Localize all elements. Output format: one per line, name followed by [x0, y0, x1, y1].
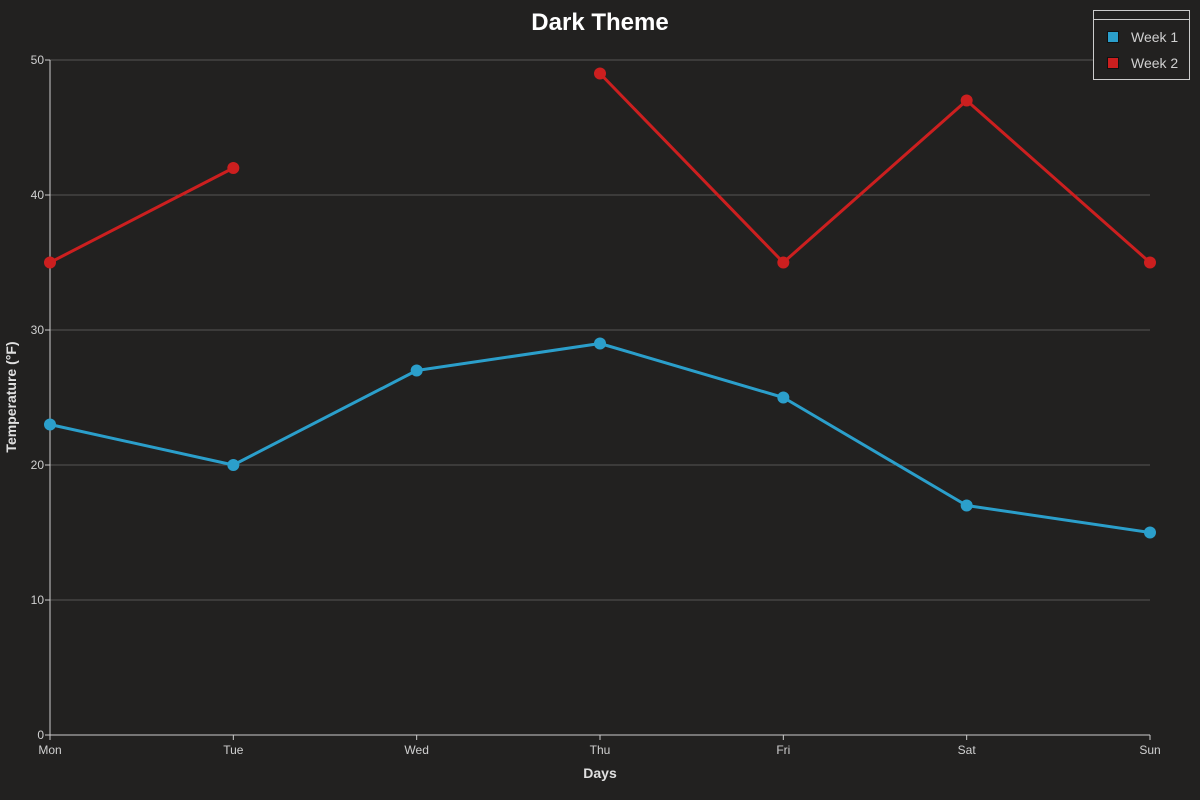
data-point: [410, 364, 423, 377]
series-group: [44, 67, 1156, 539]
data-point: [1144, 526, 1156, 539]
legend-swatch: [1107, 31, 1119, 43]
y-tick-label: 10: [31, 593, 45, 607]
x-tick-label: Sun: [1139, 743, 1160, 757]
data-point: [44, 256, 56, 269]
data-point: [594, 67, 606, 80]
series-line: [48, 342, 1152, 534]
series-week-1: [44, 337, 1156, 539]
y-tick-label: 20: [31, 458, 45, 472]
data-point: [594, 337, 606, 350]
data-point: [227, 459, 240, 471]
data-point: [777, 391, 790, 404]
legend-label[interactable]: Week 2: [1131, 55, 1178, 71]
data-point: [960, 499, 973, 512]
data-point: [777, 256, 790, 269]
y-tick-label: 0: [37, 728, 44, 742]
legend[interactable]: Week 1 Week 2: [1093, 10, 1190, 80]
series-week-2: [44, 67, 1156, 269]
x-tick-label: Sat: [958, 743, 977, 757]
legend-swatch: [1107, 57, 1119, 69]
legend-label[interactable]: Week 1: [1131, 29, 1178, 45]
data-point: [227, 162, 240, 174]
y-axis-label: Temperature (°F): [3, 341, 19, 452]
gridlines: [50, 59, 1150, 601]
x-tick-label: Tue: [223, 743, 244, 757]
data-point: [960, 94, 973, 107]
x-tick-label: Fri: [776, 743, 790, 757]
y-tick-label: 40: [31, 188, 45, 202]
x-axis-label: Days: [583, 765, 617, 781]
data-point: [1144, 256, 1156, 269]
x-tick-label: Wed: [404, 743, 428, 757]
y-tick-label: 30: [31, 323, 45, 337]
series-line: [598, 72, 1152, 264]
series-line: [48, 166, 235, 264]
x-tick-label: Thu: [590, 743, 611, 757]
chart-title: Dark Theme: [531, 9, 668, 36]
data-point: [44, 418, 56, 431]
axes: 0 10 20 30 40 50 Mon Tue Wed Thu Fri Sat Sun: [31, 53, 1161, 757]
x-tick-label: Mon: [38, 743, 61, 757]
y-tick-label: 50: [31, 53, 45, 67]
